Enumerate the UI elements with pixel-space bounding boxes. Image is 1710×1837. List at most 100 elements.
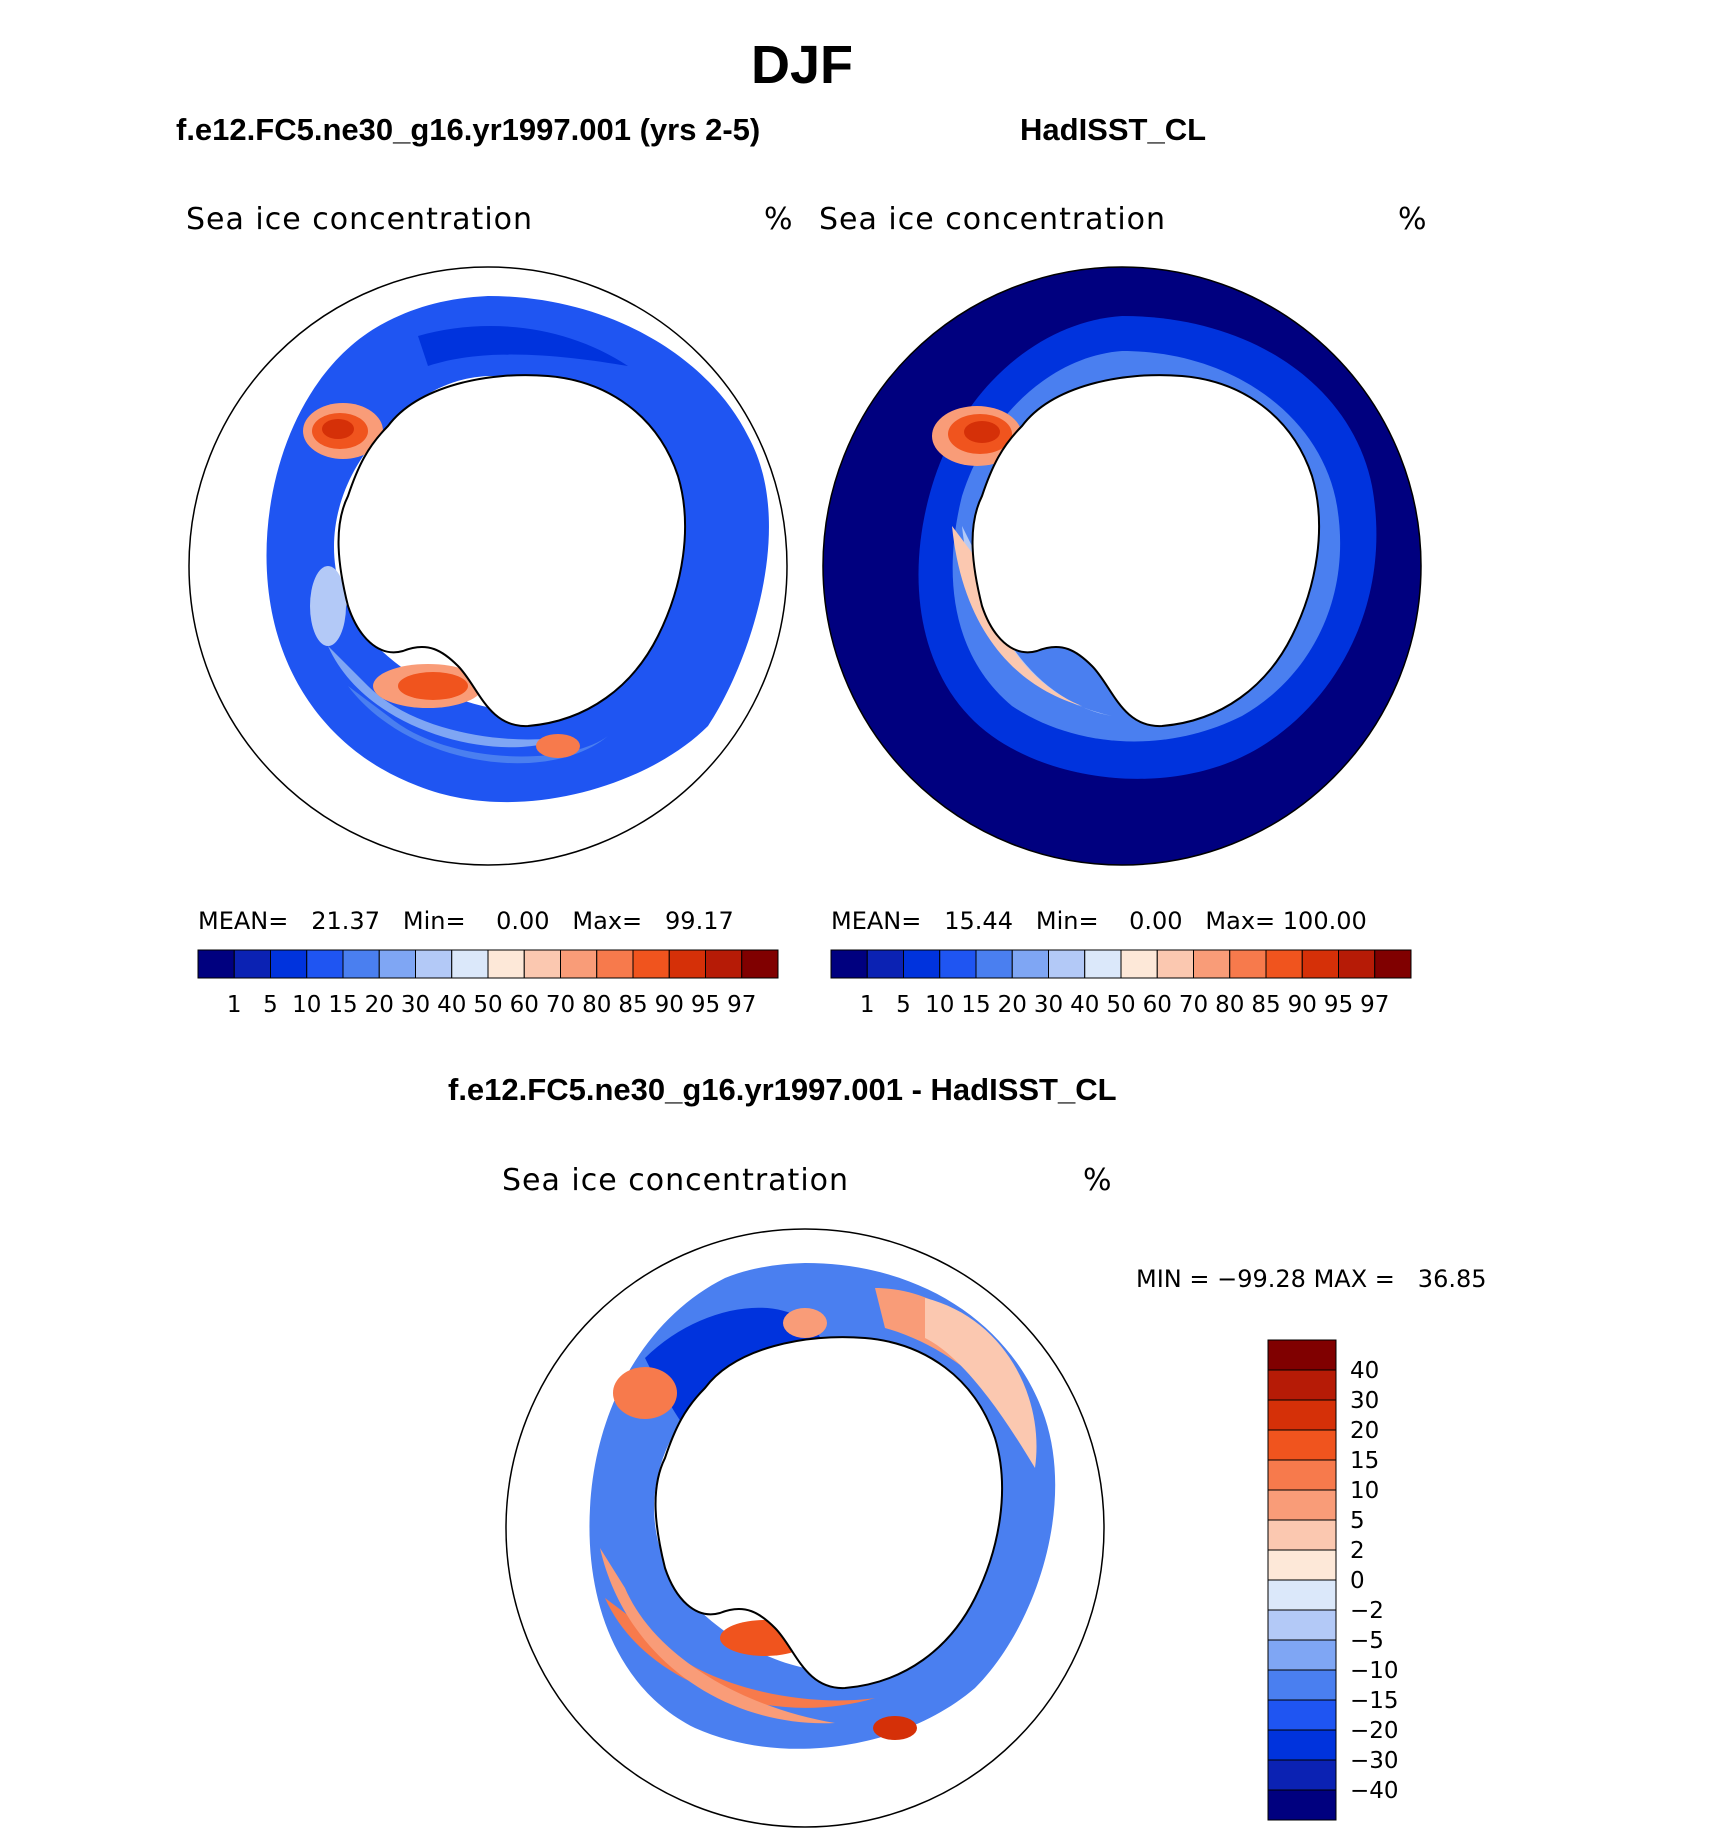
bottom-colorbar-box — [1267, 1339, 1337, 1371]
right-colorbar-box — [1265, 949, 1303, 979]
right-colorbar-box — [1120, 949, 1158, 979]
right-colorbar-box — [1338, 949, 1376, 979]
right-units-label: % — [1398, 202, 1428, 237]
bottom-colorbar-box — [1267, 1789, 1337, 1821]
left-colorbar-box — [378, 949, 416, 979]
left-antarctica — [337, 374, 687, 728]
left-colorbar-box — [632, 949, 670, 979]
left-polar-map — [188, 266, 788, 866]
right-colorbar-box — [1048, 949, 1086, 979]
left-case-title: f.e12.FC5.ne30_g16.yr1997.001 (yrs 2-5) — [176, 112, 761, 147]
bottom-colorbar-box — [1267, 1489, 1337, 1521]
bottom-antarctica — [654, 1336, 1004, 1690]
right-antarctica — [971, 374, 1321, 728]
right-mean-label: MEAN= — [831, 907, 922, 935]
left-colorbar-tick: 20 — [365, 992, 394, 1018]
left-colorbar-tick: 10 — [292, 992, 321, 1018]
left-colorbar-tick: 60 — [510, 992, 539, 1018]
page-title: DJF — [750, 35, 853, 95]
bottom-min-label: MIN = — [1136, 1265, 1210, 1293]
right-mean: 15.44 — [944, 907, 1013, 935]
bottom-colorbar-box — [1267, 1639, 1337, 1671]
left-colorbar-box — [705, 949, 743, 979]
right-max-label: Max= — [1205, 907, 1276, 935]
left-colorbar-box — [306, 949, 344, 979]
right-colorbar-tick: 50 — [1106, 992, 1135, 1018]
right-colorbar-tick: 80 — [1215, 992, 1244, 1018]
bottom-colorbar-tick: 15 — [1350, 1448, 1379, 1474]
right-colorbar-tick: 20 — [998, 992, 1027, 1018]
left-colorbar-box — [560, 949, 598, 979]
right-min-label: Min= — [1035, 907, 1099, 935]
bottom-variable-label: Sea ice concentration — [502, 1163, 850, 1198]
right-colorbar-tick: 30 — [1034, 992, 1063, 1018]
right-colorbar-tick: 60 — [1143, 992, 1172, 1018]
left-colorbar-tick: 85 — [618, 992, 647, 1018]
left-colorbar-box — [523, 949, 561, 979]
bottom-colorbar-box — [1267, 1399, 1337, 1431]
right-colorbar-tick: 15 — [961, 992, 990, 1018]
left-colorbar-box — [197, 949, 235, 979]
right-colorbar-box — [1193, 949, 1231, 979]
bottom-colorbar-box — [1267, 1609, 1337, 1641]
bottom-stats: MIN = −99.28 MAX = 36.85 — [1136, 1265, 1487, 1293]
bottom-colorbar-tick: 20 — [1350, 1418, 1379, 1444]
bottom-colorbar-box — [1267, 1549, 1337, 1581]
bottom-colorbar-box — [1267, 1429, 1337, 1461]
right-colorbar-tick: 5 — [896, 992, 911, 1018]
left-colorbar-tick: 90 — [655, 992, 684, 1018]
right-stats: MEAN= 15.44 Min= 0.00 Max= 100.00 — [831, 907, 1367, 935]
left-min-label: Min= — [402, 907, 466, 935]
left-stats: MEAN= 21.37 Min= 0.00 Max= 99.17 — [198, 907, 734, 935]
left-colorbar-tick: 50 — [473, 992, 502, 1018]
bottom-units-label: % — [1083, 1163, 1113, 1198]
left-colorbar-box — [233, 949, 271, 979]
bottom-colorbar-tick: 2 — [1350, 1538, 1365, 1564]
left-colorbar-box — [451, 949, 489, 979]
right-colorbar-box — [1011, 949, 1049, 979]
bottom-colorbar-tick: 40 — [1350, 1358, 1379, 1384]
bottom-colorbar-tick: −20 — [1350, 1718, 1399, 1744]
right-min: 0.00 — [1129, 907, 1183, 935]
bottom-colorbar-box — [1267, 1519, 1337, 1551]
left-colorbar-box — [487, 949, 525, 979]
left-min: 0.00 — [496, 907, 550, 935]
right-colorbar: 1 5 10 15 20 30 40 50 60 70 80 85 90 95 97 — [830, 949, 1412, 1018]
right-colorbar-tick: 90 — [1288, 992, 1317, 1018]
bottom-colorbar-tick: 10 — [1350, 1478, 1379, 1504]
left-colorbar-tick: 1 — [227, 992, 242, 1018]
left-colorbar-box — [741, 949, 779, 979]
left-units-label: % — [764, 202, 794, 237]
bottom-colorbar-box — [1267, 1369, 1337, 1401]
bottom-colorbar-tick: 5 — [1350, 1508, 1365, 1534]
bottom-max: 36.85 — [1417, 1265, 1487, 1293]
right-colorbar-tick: 95 — [1324, 992, 1353, 1018]
bottom-colorbar-tick: −15 — [1350, 1688, 1399, 1714]
right-case-title: HadISST_CL — [1020, 112, 1207, 147]
right-colorbar-box — [830, 949, 868, 979]
left-colorbar-box — [415, 949, 453, 979]
bottom-colorbar-box — [1267, 1699, 1337, 1731]
left-variable-label: Sea ice concentration — [186, 202, 534, 237]
left-colorbar-tick: 97 — [727, 992, 756, 1018]
right-colorbar-tick: 1 — [860, 992, 875, 1018]
bottom-min: −99.28 — [1217, 1265, 1306, 1293]
bottom-colorbar-tick: −5 — [1350, 1628, 1384, 1654]
bottom-polar-map — [505, 1228, 1105, 1828]
right-colorbar-tick: 40 — [1070, 992, 1099, 1018]
right-colorbar-tick: 70 — [1179, 992, 1208, 1018]
right-colorbar-tick: 10 — [925, 992, 954, 1018]
left-colorbar-tick: 15 — [328, 992, 357, 1018]
left-mean-label: MEAN= — [198, 907, 289, 935]
left-colorbar-tick: 70 — [546, 992, 575, 1018]
left-colorbar-tick: 30 — [401, 992, 430, 1018]
right-colorbar-box — [1229, 949, 1267, 979]
left-mean: 21.37 — [311, 907, 380, 935]
right-colorbar-box — [866, 949, 904, 979]
left-colorbar-tick: 5 — [263, 992, 278, 1018]
bottom-colorbar-box — [1267, 1729, 1337, 1761]
right-polar-map — [822, 266, 1422, 866]
right-max: 100.00 — [1282, 907, 1367, 935]
left-colorbar-box — [596, 949, 634, 979]
